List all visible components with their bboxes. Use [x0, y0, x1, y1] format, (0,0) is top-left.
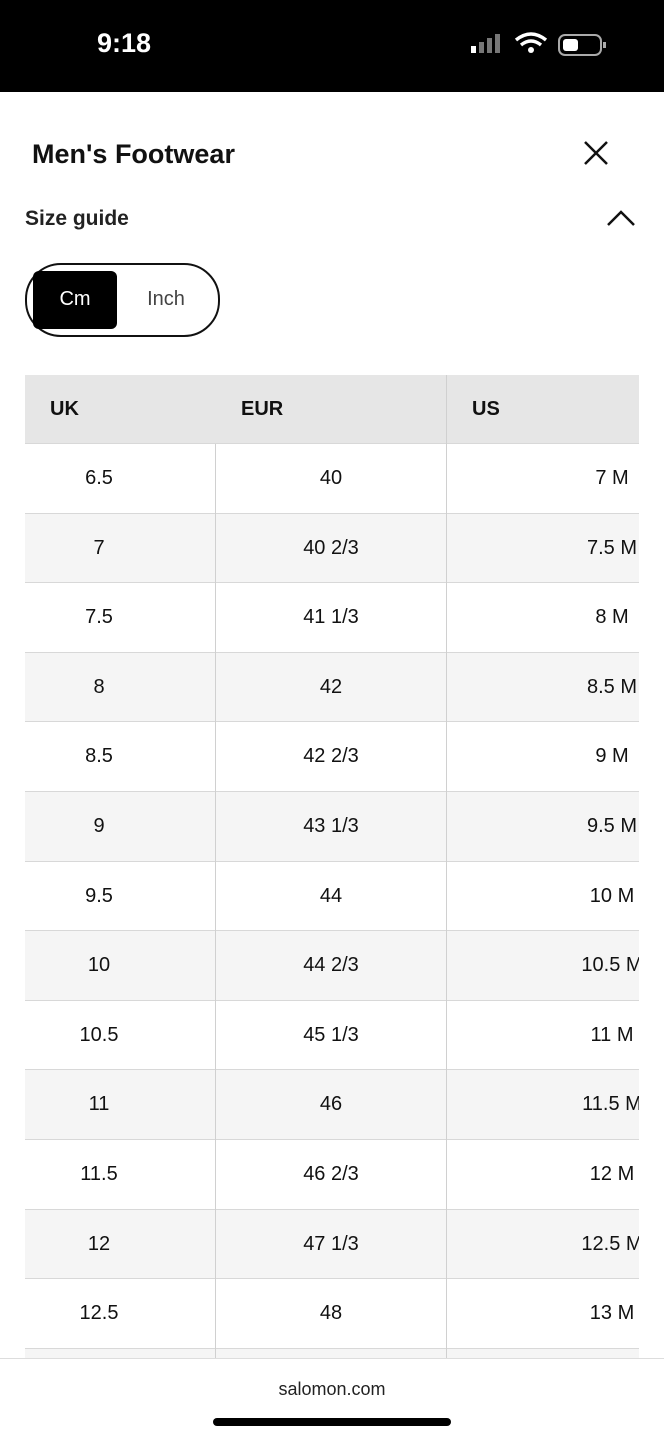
table-row: 12.5 48 13 M	[25, 1279, 639, 1349]
table-row: 12 47 1/3 12.5 M	[25, 1209, 639, 1280]
table-cell: 7.5 M	[586, 536, 638, 559]
table-cell: 8.5	[85, 745, 113, 768]
unit-toggle	[25, 263, 220, 337]
table-cell: 8.5 M	[586, 675, 638, 698]
table-cell: 41 1/3	[303, 606, 359, 629]
toggle-option[interactable]: Inch	[147, 288, 185, 310]
toggle-option[interactable]: Cm	[59, 288, 91, 310]
table-cell: 6.5	[85, 467, 113, 489]
table-cell: 48	[319, 1302, 343, 1325]
size-table: UK EUR US 6.5 40 7 M 7 40 2/3 7.5 M 7.5 41 1/3 8 M 8…	[25, 375, 639, 1358]
table-row: 11 46 11.5 M	[25, 1070, 639, 1140]
table-row: 7 40 2/3 7.5 M	[25, 513, 639, 584]
home-indicator	[213, 1418, 451, 1426]
table-cell: 10 M	[589, 884, 635, 907]
table-row: 8.5 42 2/3 9 M	[25, 722, 639, 792]
table-cell: 47 1/3	[303, 1232, 359, 1255]
collapse-chevron[interactable]	[606, 208, 636, 228]
table-row: 10 44 2/3 10.5 M	[25, 931, 639, 1001]
table-row: 8 42 8.5 M	[25, 652, 639, 723]
table-cell: 7	[93, 536, 105, 559]
table-cell: 40	[319, 467, 343, 489]
table-cell: 11	[88, 1093, 110, 1116]
url: salomon.com	[278, 1379, 386, 1399]
table-cell: 40 2/3	[303, 536, 359, 559]
table-cell: 9.5 M	[586, 815, 638, 837]
table-cell: 8	[93, 675, 105, 698]
table-cell: 9.5	[85, 884, 113, 907]
table-cell: 46 2/3	[303, 1163, 359, 1185]
table-cell: 12 M	[589, 1163, 635, 1185]
table-row: 9.5 44 10 M	[25, 861, 639, 932]
table-cell: 10.5	[79, 1023, 119, 1046]
table-row: 7.5 41 1/3 8 M	[25, 583, 639, 653]
browser-footer	[0, 1358, 664, 1440]
status-icons	[471, 32, 606, 56]
table-row: 10.5 45 1/3 11 M	[25, 1000, 639, 1071]
table-cell: 44 2/3	[303, 954, 359, 977]
column-divider	[446, 375, 447, 1358]
table-row: 6.5 40 7 M	[25, 444, 639, 514]
toggle-selected[interactable]	[33, 271, 117, 329]
table-cell: 45 1/3	[303, 1023, 359, 1046]
table-cell: 42 2/3	[303, 745, 359, 768]
table-cell: 11 M	[590, 1023, 634, 1046]
table-cell: 11.5	[80, 1163, 118, 1185]
table-cell: 44	[319, 884, 343, 907]
table-cell: 9 M	[595, 745, 629, 768]
close-button[interactable]	[582, 139, 610, 167]
table-cell: 10.5 M	[581, 954, 639, 977]
table-cell: 42	[319, 675, 343, 698]
table-cell: 46	[319, 1093, 343, 1116]
table-row	[25, 1348, 639, 1358]
table-row: 11.5 46 2/3 12 M	[25, 1140, 639, 1210]
status-bar	[0, 0, 664, 92]
modal-title: Men's Footwear	[32, 139, 235, 169]
table-row: 9 43 1/3 9.5 M	[25, 792, 639, 862]
table-cell: 10	[87, 954, 111, 977]
column-header: US	[472, 398, 500, 420]
table-cell: 43 1/3	[303, 815, 359, 837]
table-cell: 13 M	[589, 1302, 635, 1325]
status-time: 9:18	[97, 28, 152, 58]
table-header: UK EUR US	[25, 375, 639, 444]
table-cell: 9	[93, 815, 105, 837]
column-divider	[215, 444, 216, 1358]
table-cell: 12	[87, 1232, 111, 1255]
table-cell: 11.5 M	[582, 1093, 639, 1116]
column-header: UK	[50, 398, 79, 420]
table-cell: 8 M	[595, 606, 629, 629]
section-title[interactable]: Size guide	[25, 207, 129, 230]
table-cell: 7 M	[595, 467, 629, 489]
table-cell: 12.5 M	[581, 1232, 639, 1255]
table-cell: 12.5	[79, 1302, 119, 1325]
table-cell: 7.5	[85, 606, 113, 629]
column-header: EUR	[241, 398, 284, 420]
